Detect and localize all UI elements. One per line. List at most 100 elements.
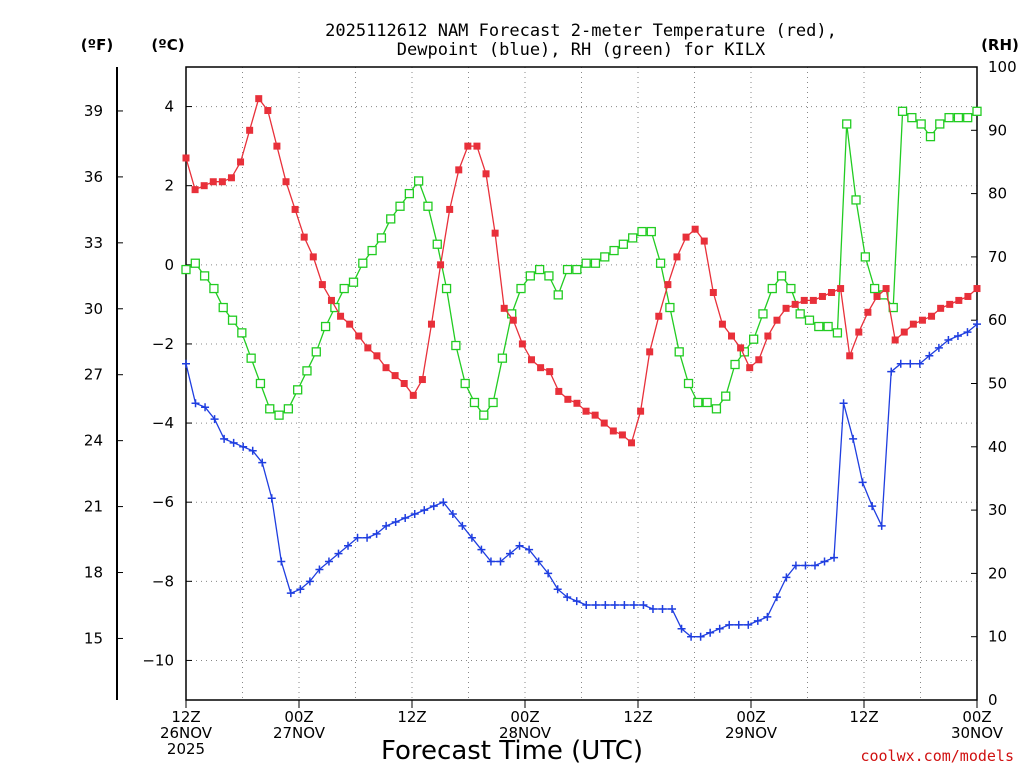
dewpoint-point — [639, 601, 648, 610]
temperature-point — [582, 407, 590, 415]
axis-ticks: −10−8−6−4−202415182124273033363901020304… — [84, 58, 1017, 758]
rh-point — [274, 410, 284, 420]
temperature-point — [509, 316, 517, 324]
celsius-tick-label: −4 — [152, 414, 174, 432]
rh-tick-label: 40 — [988, 438, 1007, 456]
dewpoint-point — [877, 521, 886, 530]
rh-point — [786, 283, 796, 294]
rh-point — [925, 131, 936, 142]
temperature-point — [646, 348, 654, 356]
chart-title-line-2: Dewpoint (blue), RH (green) for KILX — [397, 40, 766, 60]
dewpoint-point — [220, 434, 229, 443]
dewpoint-point — [248, 446, 257, 455]
fahrenheit-tick-label: 39 — [84, 102, 103, 120]
temperature-point — [446, 205, 454, 213]
temperature-point — [500, 304, 508, 312]
dewpoint-point — [477, 545, 486, 554]
rh-point — [702, 397, 712, 408]
x-tick-label: 12Z — [623, 708, 652, 726]
temperature-point — [900, 328, 908, 336]
temperature-point — [473, 142, 481, 150]
rh-point — [534, 264, 545, 275]
rh-point — [963, 112, 973, 123]
dewpoint-point — [267, 494, 276, 503]
chart-title-line-1: 2025112612 NAM Forecast 2-meter Temperat… — [325, 21, 837, 41]
fahrenheit-tick-label: 18 — [84, 564, 103, 582]
rh-point — [386, 214, 396, 224]
rh-point — [618, 239, 629, 249]
temperature-point — [437, 261, 445, 269]
temperature-point — [200, 182, 208, 190]
dewpoint-point — [506, 549, 515, 558]
temperature-point — [564, 395, 572, 403]
dewpoint-point — [448, 510, 457, 519]
x-tick-label: 00Z — [510, 708, 539, 726]
rh-tick-label: 30 — [988, 501, 1007, 519]
rh-point — [590, 258, 601, 268]
temperature-point — [527, 356, 535, 364]
temperature-point — [764, 332, 772, 340]
rh-point — [907, 112, 917, 123]
dewpoint-point — [810, 561, 819, 570]
rh-tick-label: 10 — [988, 628, 1007, 646]
temperature-point — [818, 292, 826, 300]
rh-point — [646, 226, 656, 237]
rh-tick-label: 80 — [988, 185, 1007, 203]
temperature-point — [182, 154, 190, 162]
temperature-point — [855, 328, 863, 336]
rh-point — [842, 119, 852, 129]
rh-point — [293, 385, 303, 395]
dewpoint-point — [830, 553, 839, 562]
rh-point — [767, 283, 777, 294]
temperature-point — [864, 308, 872, 316]
rh-tick-label: 100 — [988, 58, 1017, 76]
x-tick-label: 28NOV — [499, 724, 552, 742]
rh-point — [441, 283, 452, 294]
rh-point — [851, 195, 861, 205]
x-tick-label: 12Z — [397, 708, 426, 726]
x-tick-label: 00Z — [284, 708, 313, 726]
dewpoint-point — [515, 541, 524, 550]
temperature-point — [728, 332, 736, 340]
rh-point — [972, 106, 982, 116]
rh-point — [190, 258, 200, 268]
x-tick-label: 00Z — [736, 708, 765, 726]
dewpoint-point — [620, 601, 629, 610]
dewpoint-point — [934, 343, 943, 352]
temperature-point — [382, 364, 390, 372]
dewpoint-point — [401, 514, 410, 523]
temperature-point — [246, 126, 254, 134]
rh-point — [460, 378, 470, 389]
temperature-point — [391, 372, 399, 380]
temperature-point — [346, 320, 354, 328]
dewpoint-point — [782, 573, 791, 582]
dewpoint-point — [315, 565, 324, 574]
dewpoint-point — [372, 529, 381, 538]
dewpoint-point — [820, 557, 829, 566]
dewpoint-point — [953, 332, 962, 341]
dewpoint-point — [353, 533, 362, 542]
dewpoint-point — [582, 601, 591, 610]
temperature-point — [227, 174, 235, 182]
temperature-point — [355, 332, 363, 340]
x-tick-label: 27NOV — [273, 724, 326, 742]
dewpoint-point — [687, 632, 696, 641]
rh-point — [181, 264, 191, 275]
fahrenheit-tick-label: 27 — [84, 366, 103, 384]
rh-tick-label: 90 — [988, 121, 1007, 139]
rh-point — [916, 119, 926, 129]
rh-point — [562, 264, 573, 275]
rh-point — [237, 328, 247, 338]
temperature-point — [609, 427, 617, 435]
rh-point — [320, 321, 331, 332]
temperature-point — [746, 364, 754, 372]
dewpoint-point — [610, 601, 619, 610]
rh-point — [730, 359, 740, 370]
rh-point — [637, 226, 647, 237]
rh-point — [218, 302, 228, 313]
rh-point — [944, 112, 954, 123]
temperature-point — [555, 387, 563, 395]
fahrenheit-tick-label: 30 — [84, 300, 103, 318]
temperature-point — [773, 316, 781, 324]
rh-point — [609, 245, 619, 256]
